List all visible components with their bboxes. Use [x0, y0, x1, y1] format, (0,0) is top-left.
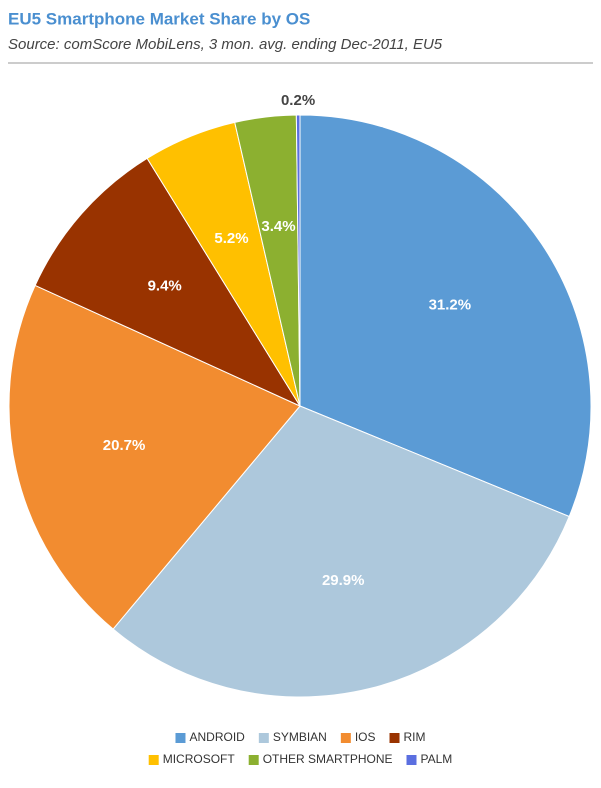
- legend-swatch: [258, 733, 269, 743]
- legend-label: MICROSOFT: [163, 752, 236, 766]
- legend-swatch: [340, 733, 351, 743]
- legend-swatch: [406, 755, 417, 765]
- slice-label: 5.2%: [214, 230, 248, 247]
- legend-label: PALM: [421, 752, 453, 766]
- pie-slice: [8, 284, 301, 630]
- legend-label: OTHER SMARTPHONE: [263, 752, 393, 766]
- slice-label: 29.9%: [322, 572, 365, 589]
- legend-swatch: [175, 733, 186, 743]
- slice-label: 0.2%: [281, 92, 315, 109]
- legend-swatch: [389, 733, 400, 743]
- legend-label: IOS: [355, 730, 376, 744]
- legend-swatch: [248, 755, 259, 765]
- legend-label: SYMBIAN: [273, 730, 327, 744]
- slice-label: 9.4%: [148, 278, 182, 295]
- chart-title: EU5 Smartphone Market Share by OS: [8, 9, 310, 28]
- pie-slice: [34, 157, 302, 408]
- legend-swatch: [148, 755, 159, 765]
- slice-label: 20.7%: [103, 437, 146, 454]
- slice-label: 3.4%: [261, 218, 295, 235]
- slice-label: 31.2%: [429, 296, 472, 313]
- pie-slice: [299, 114, 592, 518]
- chart-subtitle: Source: comScore MobiLens, 3 mon. avg. e…: [8, 36, 443, 53]
- legend-label: ANDROID: [189, 730, 245, 744]
- pie-slice: [112, 405, 570, 698]
- pie-slice: [295, 114, 301, 407]
- legend-label: RIM: [404, 730, 426, 744]
